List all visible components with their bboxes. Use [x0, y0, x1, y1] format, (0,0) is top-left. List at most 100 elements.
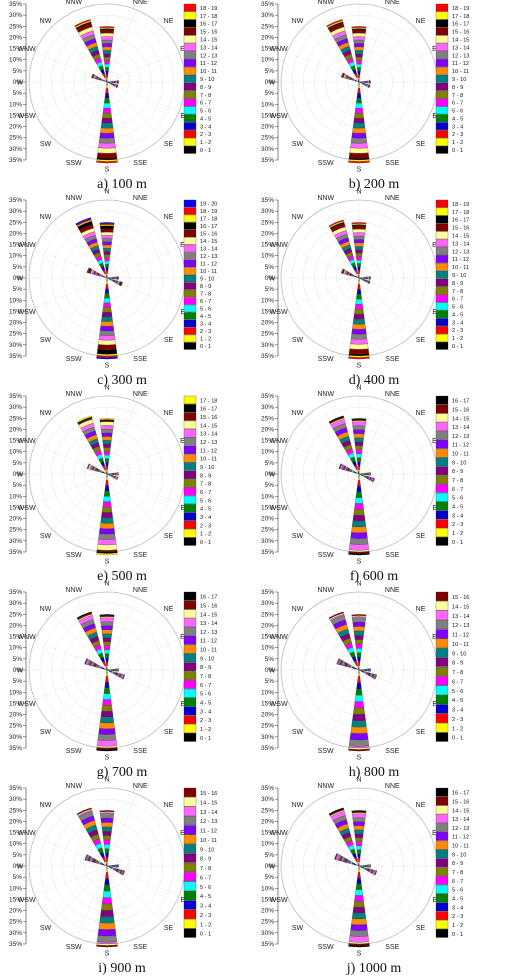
petal-segment: [102, 307, 112, 313]
grid-spoke: [106, 401, 138, 475]
radial-tick-label: 0%: [13, 275, 23, 282]
petal-segment: [102, 699, 112, 706]
petal-segment: [100, 122, 114, 129]
petal-segment: [352, 323, 366, 330]
radial-tick-label: 35%: [9, 589, 22, 596]
petal-segment: [103, 496, 111, 502]
grid-spoke: [106, 9, 138, 83]
radial-tick-label: 30%: [261, 404, 274, 411]
petal-segment: [354, 833, 364, 839]
radial-tick-label: 10%: [261, 253, 274, 260]
legend-swatch: [183, 600, 197, 610]
legend-swatch: [435, 27, 449, 36]
radial-tick-label: 0%: [13, 667, 23, 674]
legend-label: 4 - 5: [200, 894, 211, 900]
petal-segment: [353, 433, 365, 439]
grid-spoke: [303, 669, 360, 726]
panel-caption: j) 1000 m: [346, 961, 402, 976]
grid-spoke: [303, 418, 360, 475]
petal-segment: [368, 84, 371, 88]
legend-swatch: [183, 724, 197, 733]
direction-label: NNE: [133, 0, 148, 6]
legend-label: 13 - 14: [452, 817, 469, 823]
petal-segment: [84, 658, 88, 665]
legend-label: 14 - 15: [452, 808, 469, 814]
legend-label: 8 - 9: [200, 665, 211, 671]
direction-label: W: [17, 276, 24, 283]
petal-segment: [100, 617, 114, 623]
radial-tick-label: 10%: [261, 57, 274, 64]
direction-label: SW: [40, 141, 52, 148]
petal-segment: [104, 93, 110, 99]
petal-segment: [353, 707, 365, 715]
direction-label: SSE: [385, 160, 399, 167]
petal-segment: [351, 328, 367, 335]
legend-label: 1 - 2: [200, 727, 211, 733]
legend-swatch: [183, 862, 197, 873]
radial-tick-label: 10%: [9, 449, 22, 456]
petal-segment: [356, 93, 362, 99]
direction-label: SW: [40, 925, 52, 932]
radial-tick-label: 35%: [9, 353, 22, 360]
direction-label: NW: [292, 606, 304, 613]
petal-segment: [76, 807, 92, 815]
legend-swatch: [435, 326, 449, 334]
petal-segment: [101, 625, 113, 631]
grid-spoke: [51, 473, 108, 530]
petal-segment: [352, 906, 366, 914]
petal-segment: [97, 344, 117, 350]
radial-tick-label: 5%: [13, 90, 23, 97]
direction-label: SW: [292, 729, 304, 736]
direction-label: NE: [416, 802, 426, 809]
petal-segment: [351, 912, 367, 920]
legend-swatch: [183, 504, 197, 513]
legend-swatch: [435, 130, 449, 138]
panel-caption: c) 300 m: [97, 373, 147, 388]
direction-label: SW: [40, 729, 52, 736]
petal-segment: [354, 639, 364, 645]
legend-label: 15 - 16: [200, 603, 217, 609]
direction-label: NE: [416, 606, 426, 613]
petal-segment: [99, 330, 115, 336]
grid-spoke: [358, 669, 415, 726]
radial-tick-label: 0%: [13, 471, 23, 478]
direction-label: NE: [164, 802, 174, 809]
direction-label: NE: [416, 214, 426, 221]
legend-label: 5 - 6: [200, 307, 211, 313]
grid-spoke: [76, 81, 108, 155]
radial-tick-label: 5%: [265, 852, 275, 859]
legend-label: 13 - 14: [452, 45, 469, 51]
radial-tick-label: 15%: [9, 438, 22, 445]
petal-segment: [351, 520, 367, 528]
direction-label: NW: [40, 214, 52, 221]
direction-label: WSW: [270, 505, 288, 512]
legend-label: 1 - 2: [452, 140, 463, 146]
legend-label: 5 - 6: [452, 888, 463, 894]
petal-segment: [102, 50, 112, 55]
legend-label: 14 - 15: [452, 416, 469, 422]
legend-swatch: [183, 618, 197, 627]
wind-rose-panel: 35% 30% 25% 20% 15% 10% 5% 0% 5% 10% 15% 20% 25% 30% 3…: [9, 777, 217, 977]
legend-swatch: [183, 327, 197, 335]
petal-segment: [103, 251, 111, 255]
petal-segment: [350, 924, 368, 931]
petal-segment: [105, 70, 109, 75]
radial-tick-label: 20%: [9, 818, 22, 825]
direction-label: SSW: [66, 944, 82, 951]
petal-segment: [356, 485, 362, 493]
radial-tick-label: 25%: [9, 527, 22, 534]
radial-tick-label: 35%: [261, 1, 274, 8]
petal-segment: [353, 701, 365, 709]
petal-segment: [102, 633, 112, 639]
legend-swatch: [183, 445, 197, 454]
legend-swatch: [435, 823, 449, 832]
radial-tick-label: 35%: [261, 353, 274, 360]
petal-segment: [354, 441, 364, 447]
radial-tick-label: 5%: [265, 90, 275, 97]
legend-label: 14 - 15: [200, 612, 217, 618]
petal-segment: [357, 656, 361, 662]
radial-tick-label: 5%: [13, 286, 23, 293]
petal-segment: [354, 112, 364, 119]
legend-swatch: [435, 814, 449, 823]
grid-spoke: [358, 473, 415, 530]
